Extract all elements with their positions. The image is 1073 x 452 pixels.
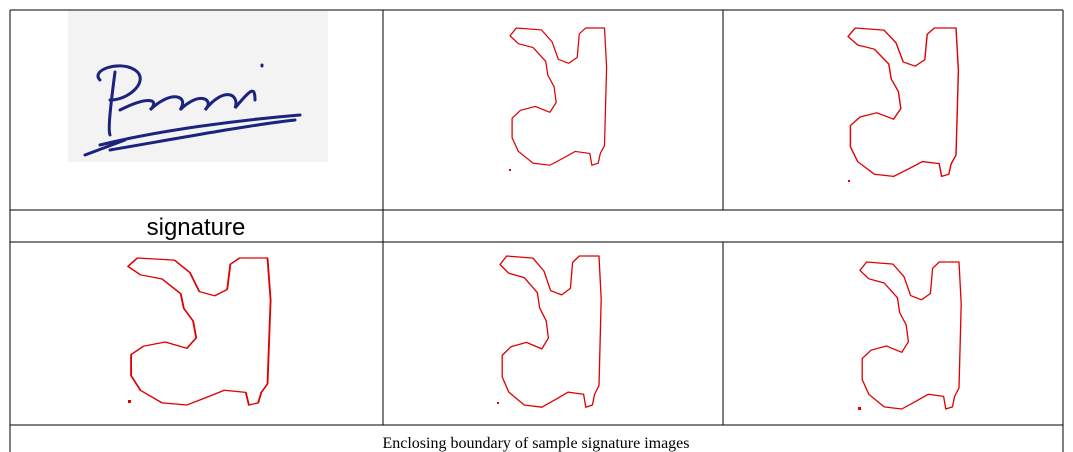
figure-caption: Enclosing boundary of sample signature i… [382,435,689,452]
row-label: signature [147,214,246,241]
signature-image [68,11,328,162]
figure: signature Enclosing boundary of sample s… [0,0,1073,452]
